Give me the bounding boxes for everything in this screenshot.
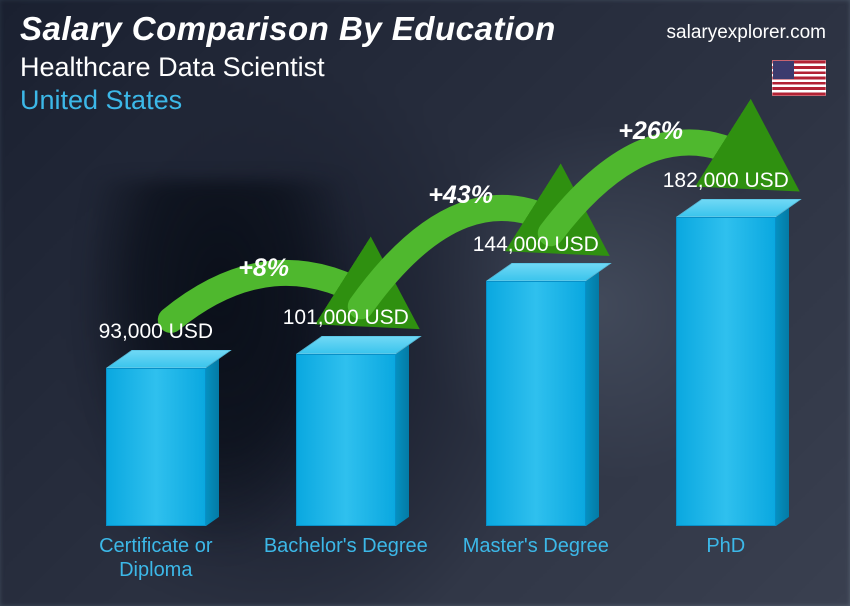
bar-front bbox=[676, 217, 776, 526]
bar-side bbox=[206, 359, 219, 526]
bar-side bbox=[586, 272, 599, 526]
value-label: 182,000 USD bbox=[636, 169, 816, 193]
bar bbox=[676, 217, 776, 526]
bar-front bbox=[296, 354, 396, 526]
bar-side bbox=[776, 208, 789, 526]
value-label: 101,000 USD bbox=[256, 306, 436, 330]
bar-chart: 93,000 USD Certificate or Diploma 101,000 … bbox=[40, 140, 800, 586]
value-label: 144,000 USD bbox=[446, 233, 626, 257]
bar-side bbox=[396, 345, 409, 526]
bar bbox=[296, 354, 396, 526]
category-label: Certificate or Diploma bbox=[66, 534, 246, 582]
category-label: PhD bbox=[636, 534, 816, 558]
pct-increase-label: +43% bbox=[428, 181, 493, 210]
value-label: 93,000 USD bbox=[66, 320, 246, 344]
bar-front bbox=[106, 368, 206, 526]
bar bbox=[106, 368, 206, 526]
pct-increase-label: +26% bbox=[618, 117, 683, 146]
subtitle-job: Healthcare Data Scientist bbox=[20, 52, 830, 83]
flag-icon bbox=[772, 60, 826, 96]
subtitle-country: United States bbox=[20, 85, 830, 116]
bar-front bbox=[486, 281, 586, 526]
category-label: Master's Degree bbox=[446, 534, 626, 558]
category-label: Bachelor's Degree bbox=[256, 534, 436, 558]
bar bbox=[486, 281, 586, 526]
source-attribution: salaryexplorer.com bbox=[667, 22, 826, 44]
pct-increase-label: +8% bbox=[238, 254, 289, 283]
